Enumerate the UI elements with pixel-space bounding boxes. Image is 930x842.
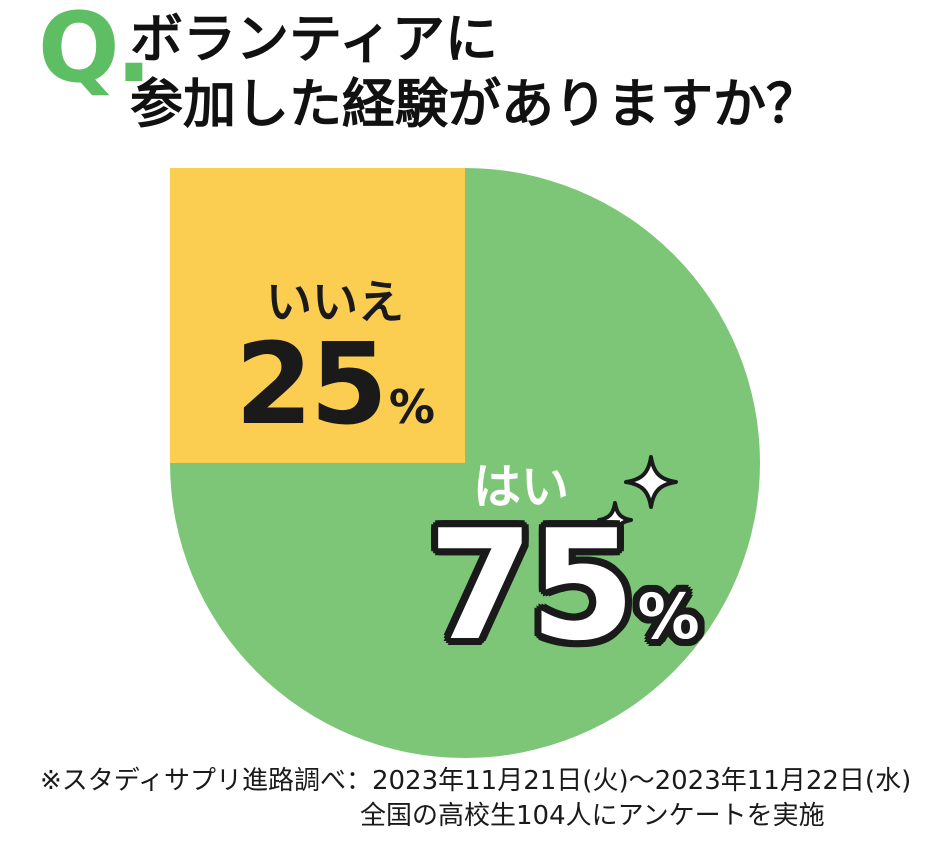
- yes-value-unit: %: [637, 580, 700, 653]
- yes-slice-value: 75%: [428, 510, 700, 662]
- question-mark-label: Q.: [38, 0, 152, 104]
- pie-chart: いいえ 25% はい 75%: [170, 168, 760, 758]
- source-note-line2: 全国の高校生104人にアンケートを実施: [360, 800, 825, 831]
- no-value-unit: %: [388, 379, 435, 434]
- yes-slice-label: はい: [473, 459, 570, 515]
- source-note: ※スタディサプリ進路調べ：2023年11月21日(火)〜2023年11月22日(…: [40, 764, 911, 834]
- question-title-line1: ボランティアに: [130, 9, 498, 70]
- no-value-number: 25: [235, 319, 388, 450]
- sparkle-icon: [597, 455, 678, 539]
- question-title: ボランティアに 参加した経験がありますか？: [130, 8, 819, 137]
- pie-slice-no: [170, 168, 465, 463]
- yes-value-number: 75: [428, 497, 636, 674]
- no-slice-value: 25%: [190, 329, 480, 441]
- no-slice-label: いいえ: [266, 275, 404, 329]
- question-title-line2: 参加した経験がありますか？: [130, 73, 819, 135]
- source-note-line1: ※スタディサプリ進路調べ：2023年11月21日(火)〜2023年11月22日(…: [40, 766, 912, 796]
- no-slice-label-group: いいえ 25%: [190, 276, 480, 441]
